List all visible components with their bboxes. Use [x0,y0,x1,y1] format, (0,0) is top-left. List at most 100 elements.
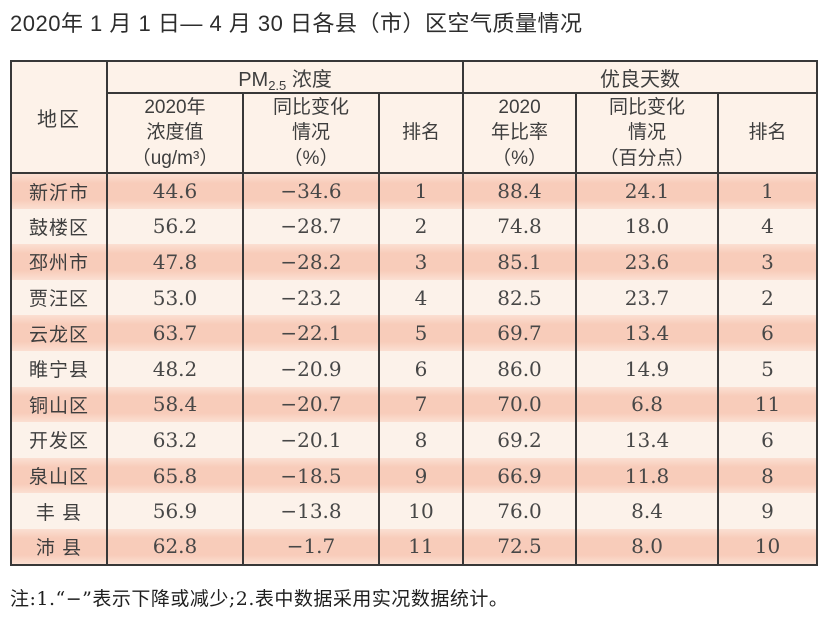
pm-rank-cell: 11 [377,528,465,565]
column-header-good-change: 同比变化 情况 （百分点） [575,93,720,174]
pm-change-cell: −22.1 [242,315,380,351]
column-header-good-rate: 2020 年比率 （%） [462,93,578,174]
column-header-good-rank: 排名 [717,93,819,174]
good-rank-cell: 11 [717,386,819,423]
table-row: 丰 县 56.9 −13.8 10 76.0 8.4 9 [10,493,819,529]
good-rank-cell: 1 [717,173,819,209]
good-rank-cell: 4 [717,208,819,245]
pm-change-cell: −28.7 [242,208,380,245]
region-cell: 贾汪区 [10,279,108,316]
pm-rank-cell: 4 [377,279,465,316]
pm-change-cell: −23.2 [242,279,380,316]
pm-change-cell: −20.9 [242,350,380,387]
region-cell: 泉山区 [10,457,108,494]
good-change-cell: 8.4 [575,493,720,529]
good-rank-cell: 9 [717,493,819,529]
group-header-row: 地区 PM2.5 浓度 优良天数 [10,61,819,174]
good-change-cell: 23.7 [575,279,720,316]
table-row: 开发区 63.2 −20.1 8 69.2 13.4 6 [10,422,819,458]
pm-value-cell: 53.0 [106,279,244,316]
good-rate-cell: 72.5 [462,528,578,565]
good-rate-cell: 66.9 [462,457,578,494]
region-cell: 丰 县 [10,493,108,529]
table-row: 沛 县 62.8 −1.7 11 72.5 8.0 10 [10,528,819,565]
pm-value-cell: 63.7 [106,315,244,351]
pm-value-cell: 47.8 [106,244,244,280]
good-change-cell: 18.0 [575,208,720,245]
pm25-label-prefix: PM [238,68,269,91]
table-row: 云龙区 63.7 −22.1 5 69.7 13.4 6 [10,315,819,351]
pm-value-cell: 58.4 [106,386,244,423]
good-change-cell: 6.8 [575,386,720,423]
good-rate-cell: 69.2 [462,422,578,458]
region-cell: 云龙区 [10,315,108,351]
pm-rank-cell: 1 [377,173,465,209]
good-rank-cell: 10 [717,528,819,565]
table-row: 铜山区 58.4 −20.7 7 70.0 6.8 11 [10,386,819,423]
good-rank-cell: 6 [717,315,819,351]
good-change-cell: 11.8 [575,457,720,494]
column-group-pm25: PM2.5 浓度 [105,61,465,94]
pm-rank-cell: 6 [377,350,465,387]
region-cell: 睢宁县 [10,350,108,387]
good-rank-cell: 3 [717,244,819,280]
pm-change-cell: −1.7 [242,528,380,565]
good-rank-cell: 6 [717,422,819,458]
good-rate-cell: 86.0 [462,350,578,387]
region-cell: 铜山区 [10,386,108,423]
good-rate-cell: 88.4 [462,173,578,209]
sub-header-row: 2020年 浓度值 （ug/m³） 同比变化 情况 （%） 排名 2020 年比… [11,93,819,174]
pm-rank-cell: 9 [377,457,465,494]
table-row: 贾汪区 53.0 −23.2 4 82.5 23.7 2 [10,279,819,316]
good-rank-cell: 8 [717,457,819,494]
pm-change-cell: −20.1 [242,422,380,458]
table-row: 邳州市 47.8 −28.2 3 85.1 23.6 3 [10,244,819,280]
good-rate-cell: 82.5 [462,279,578,316]
table-row: 鼓楼区 56.2 −28.7 2 74.8 18.0 4 [10,208,819,245]
table-body: 新沂市 44.6 −34.6 1 88.4 24.1 1 鼓楼区 56.2 −2… [10,173,819,565]
pm-value-cell: 44.6 [106,173,244,209]
column-header-pm-change: 同比变化 情况 （%） [242,93,380,174]
pm-rank-cell: 10 [377,493,465,529]
pm-change-cell: −34.6 [242,173,380,209]
region-cell: 新沂市 [10,173,108,209]
good-rate-cell: 85.1 [462,244,578,280]
good-rate-cell: 74.8 [462,208,578,245]
column-header-region: 地区 [10,61,108,174]
region-cell: 开发区 [10,422,108,458]
table-row: 睢宁县 48.2 −20.9 6 86.0 14.9 5 [10,350,819,387]
pm-change-cell: −28.2 [242,244,380,280]
good-change-cell: 23.6 [575,244,720,280]
pm-change-cell: −18.5 [242,457,380,494]
good-rank-cell: 2 [717,279,819,316]
pm-rank-cell: 8 [377,422,465,458]
column-header-pm-rank: 排名 [377,93,465,174]
pm-value-cell: 65.8 [106,457,244,494]
pm-rank-cell: 5 [377,315,465,351]
column-group-good-days: 优良天数 [462,61,819,94]
good-rank-cell: 5 [717,350,819,387]
pm25-label-suffix: 浓度 [286,68,332,91]
pm-value-cell: 56.9 [106,493,244,529]
good-change-cell: 8.0 [575,528,720,565]
footnote: 注:1.“−”表示下降或减少;2.表中数据采用实况数据统计。 [10,588,509,610]
pm-value-cell: 63.2 [106,422,244,458]
column-header-pm-value: 2020年 浓度值 （ug/m³） [106,93,244,174]
pm-value-cell: 48.2 [106,350,244,387]
pm-rank-cell: 2 [377,208,465,245]
table-row: 泉山区 65.8 −18.5 9 66.9 11.8 8 [10,457,819,494]
region-cell: 鼓楼区 [10,208,108,245]
page-title: 2020年 1 月 1 日— 4 月 30 日各县（市）区空气质量情况 [10,11,583,36]
table-header: 地区 PM2.5 浓度 优良天数 2020年 浓度值 （ug/m³） 同比变化 … [10,61,819,174]
table-row: 新沂市 44.6 −34.6 1 88.4 24.1 1 [10,173,819,209]
region-cell: 邳州市 [10,244,108,280]
good-change-cell: 24.1 [575,173,720,209]
pm25-label-subscript: 2.5 [268,77,287,93]
good-change-cell: 13.4 [575,422,720,458]
pm-change-cell: −20.7 [242,386,380,423]
pm-rank-cell: 7 [377,386,465,423]
good-rate-cell: 69.7 [462,315,578,351]
good-rate-cell: 70.0 [462,386,578,423]
pm-rank-cell: 3 [377,244,465,280]
